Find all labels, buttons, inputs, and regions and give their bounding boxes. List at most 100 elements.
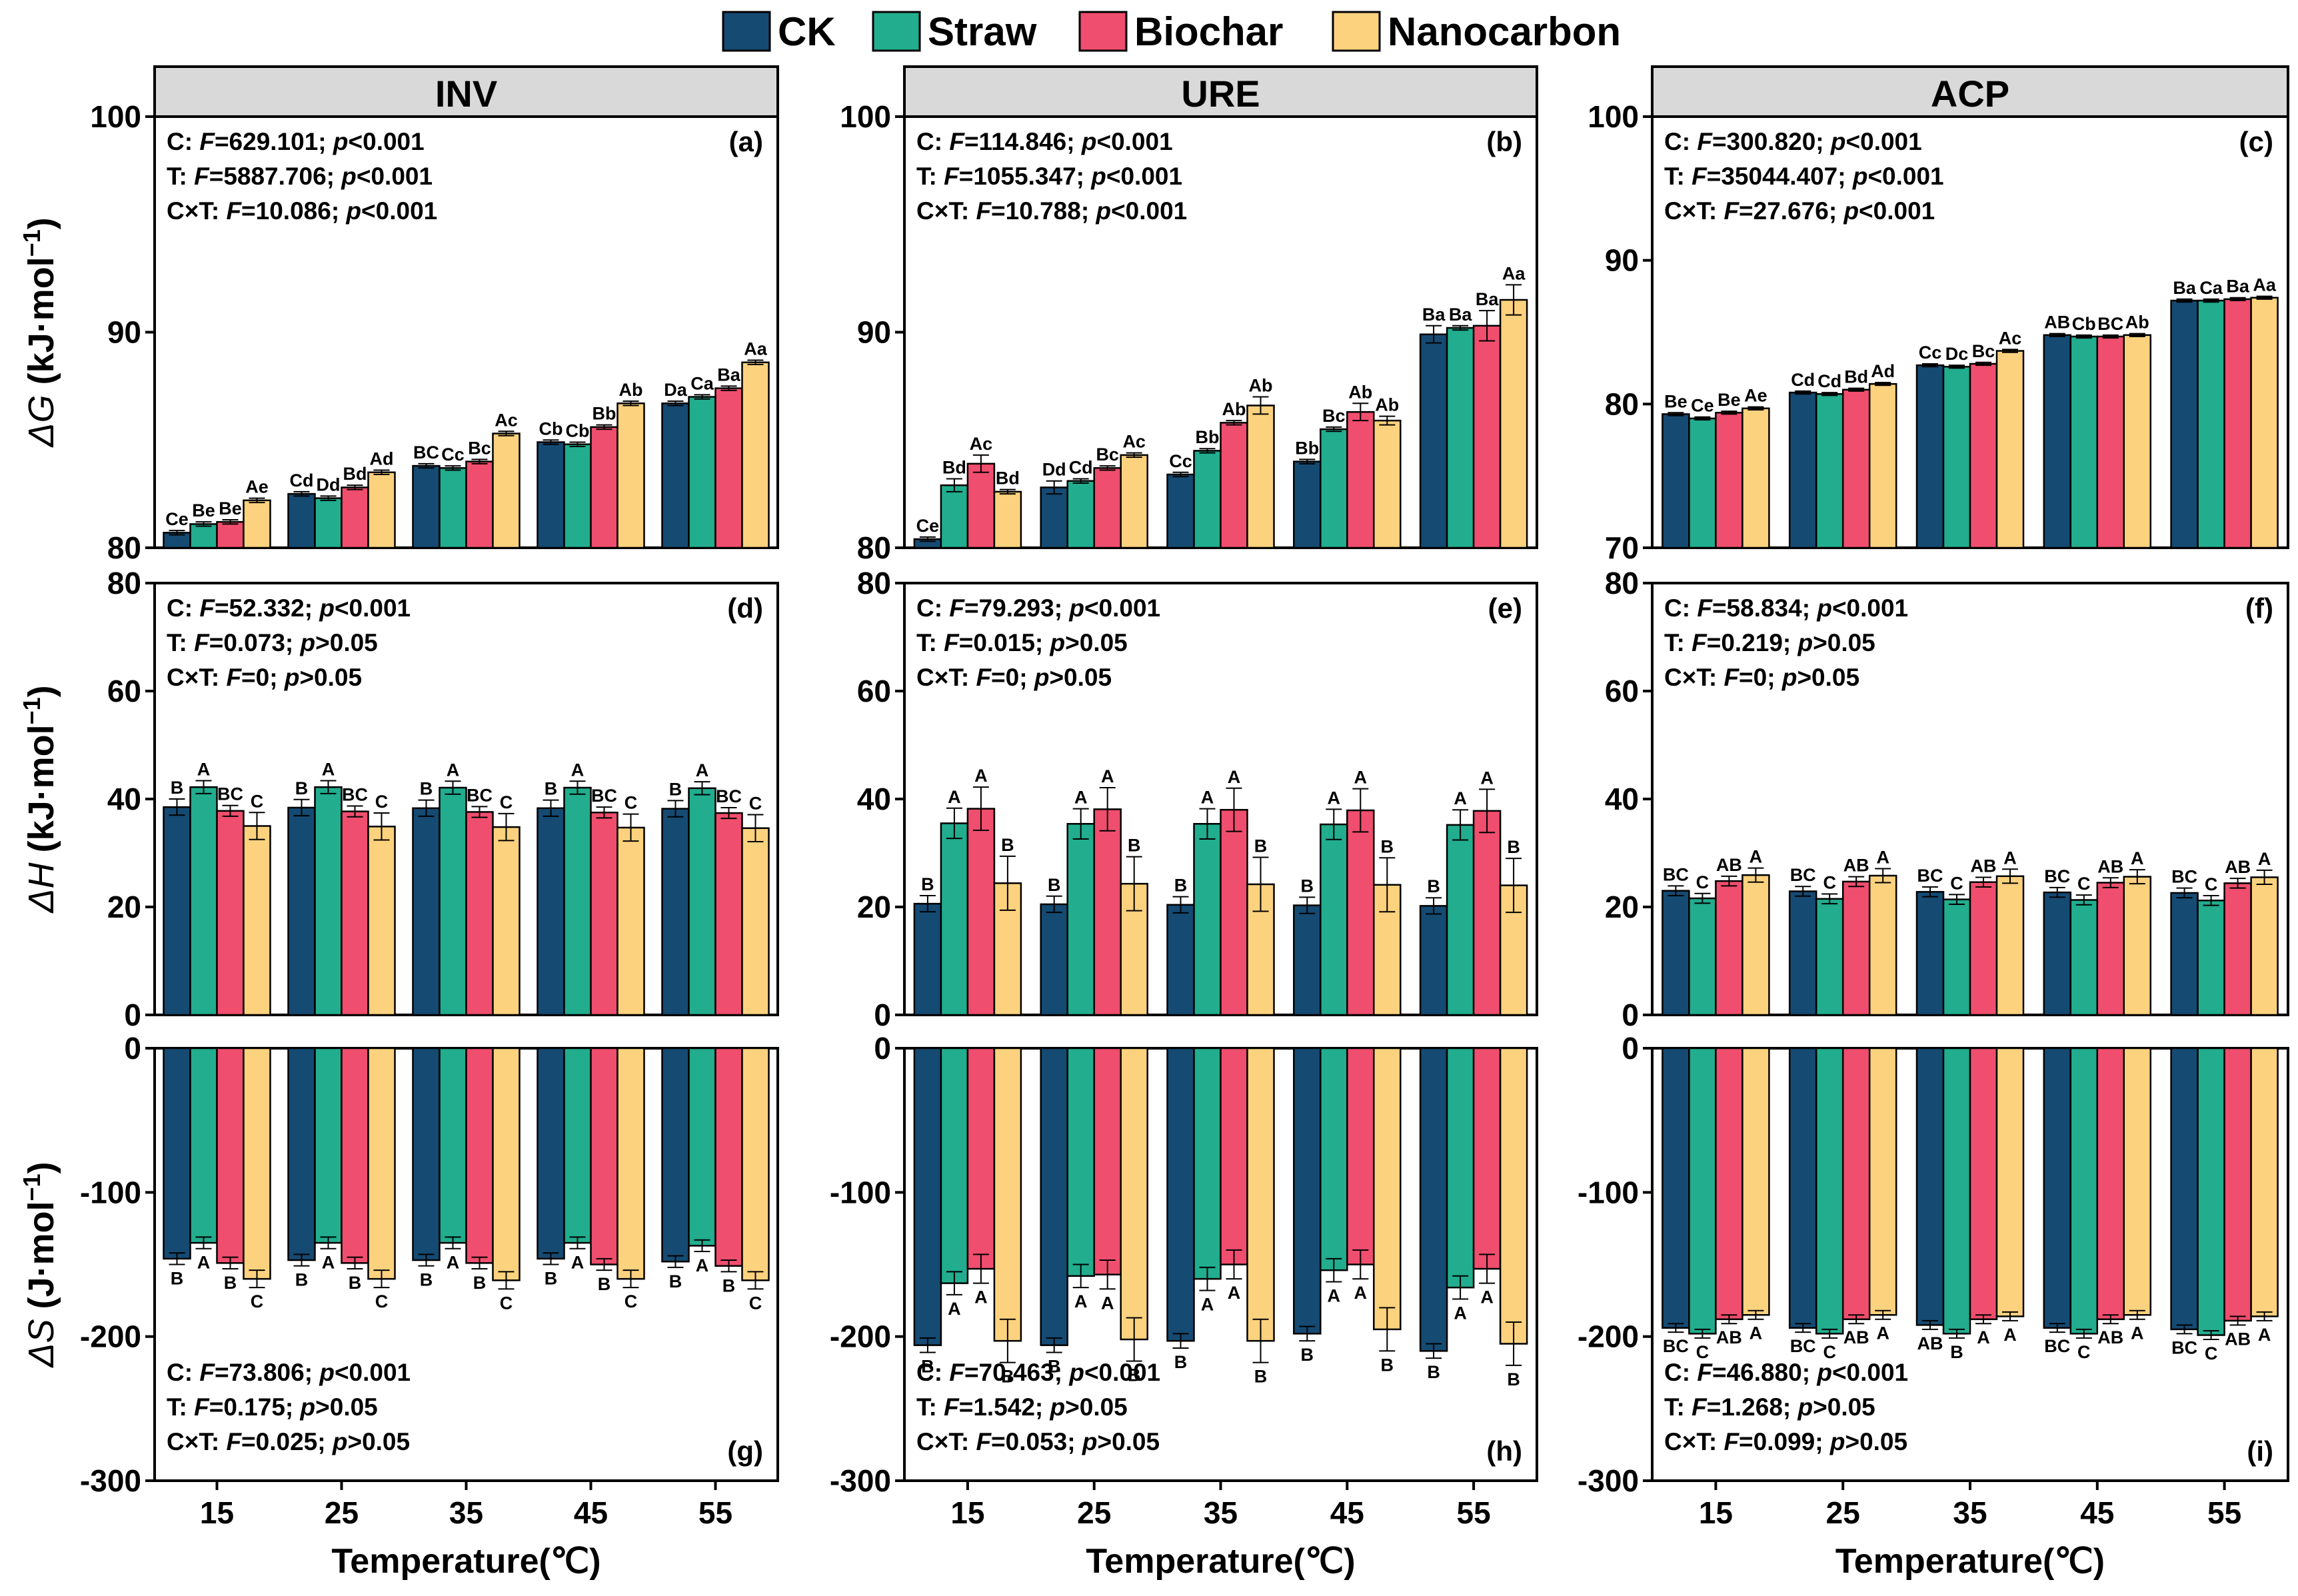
- y-tick-label: 80: [857, 566, 891, 600]
- bar-biochar: [966, 462, 996, 549]
- bar-nanocarbon: [1741, 874, 1770, 1016]
- significance-label: Ba: [717, 365, 740, 385]
- bar-nanocarbon: [993, 490, 1022, 549]
- bar-biochar: [714, 387, 743, 549]
- significance-label: Ae: [245, 477, 269, 497]
- significance-label: Bd: [996, 468, 1020, 488]
- anova-stat: T: F=0.015; p>0.05: [916, 629, 1128, 656]
- bar-ck: [412, 807, 441, 1016]
- panel-label: (c): [2239, 126, 2273, 157]
- x-tick-label: 25: [1826, 1495, 1860, 1530]
- significance-label: A: [974, 766, 988, 786]
- bar-nanocarbon: [1120, 1047, 1148, 1341]
- bar-ck: [1293, 1047, 1322, 1335]
- significance-label: B: [1381, 836, 1394, 856]
- significance-label: A: [1201, 1294, 1214, 1314]
- bar-biochar: [1841, 1047, 1871, 1320]
- significance-label: Ba: [1449, 305, 1472, 325]
- bar-nanocarbon: [367, 471, 396, 549]
- significance-label: A: [1101, 1293, 1114, 1313]
- y-axis-label-dS: ΔS (J·mol−1): [18, 1162, 61, 1368]
- bar-straw: [439, 467, 467, 549]
- anova-stat: T: F=0.073; p>0.05: [167, 629, 378, 656]
- bar-ck: [1166, 473, 1195, 549]
- x-tick-label: 35: [449, 1495, 483, 1530]
- bar-straw: [2197, 1047, 2225, 1336]
- y-tick-label: 80: [1605, 387, 1639, 421]
- bar-straw: [940, 484, 969, 549]
- bar-ck: [1915, 891, 1945, 1016]
- x-axis-label: Temperature(℃): [1835, 1542, 2105, 1581]
- y-tick-label: -200: [830, 1319, 891, 1354]
- significance-label: B: [545, 1269, 558, 1289]
- panel-label: (f): [2245, 592, 2273, 624]
- bar-straw: [314, 1047, 343, 1244]
- significance-label: A: [2258, 849, 2271, 869]
- bar-ck: [1662, 1047, 1690, 1329]
- significance-label: A: [2003, 848, 2017, 868]
- bar-ck: [1293, 460, 1322, 549]
- significance-label: A: [1749, 847, 1763, 867]
- anova-stat: C: F=79.293; p<0.001: [916, 594, 1160, 622]
- significance-label: B: [545, 779, 558, 799]
- significance-label: Ba: [1422, 305, 1446, 325]
- significance-label: Cc: [1169, 451, 1192, 471]
- bar-biochar: [341, 486, 369, 549]
- significance-label: Be: [1718, 390, 1741, 410]
- significance-label: A: [1480, 1287, 1494, 1307]
- significance-label: B: [1001, 835, 1014, 855]
- bar-biochar: [590, 812, 618, 1016]
- bar-ck: [1419, 1047, 1448, 1352]
- bar-biochar: [1969, 363, 1998, 549]
- bar-biochar: [1346, 1047, 1375, 1265]
- significance-label: Ab: [1348, 382, 1372, 402]
- significance-label: A: [1228, 1283, 1241, 1303]
- significance-label: C: [500, 792, 513, 812]
- bar-biochar: [1715, 880, 1743, 1016]
- significance-label: C: [375, 792, 389, 812]
- significance-label: Bb: [1196, 427, 1220, 447]
- bar-nanocarbon: [243, 825, 271, 1016]
- significance-label: A: [197, 759, 211, 779]
- significance-label: AB: [1716, 1327, 1742, 1347]
- y-axis-label-dG: ΔG (kJ·mol−1): [18, 217, 61, 448]
- bar-biochar: [714, 1047, 743, 1267]
- significance-label: Ce: [916, 516, 940, 536]
- anova-stat: T: F=0.219; p>0.05: [1664, 629, 1875, 656]
- bar-straw: [1320, 1047, 1348, 1271]
- column-header-label: ACP: [1931, 73, 2009, 115]
- significance-label: C: [375, 1291, 389, 1311]
- significance-label: A: [1074, 788, 1088, 808]
- significance-label: B: [224, 1273, 237, 1293]
- x-tick-label: 15: [200, 1495, 234, 1530]
- bar-nanocarbon: [2250, 876, 2279, 1016]
- significance-label: Cb: [539, 418, 563, 438]
- significance-label: B: [1174, 876, 1188, 896]
- significance-label: C: [251, 791, 264, 811]
- bar-ck: [412, 464, 441, 549]
- significance-label: Cb: [2072, 314, 2096, 334]
- significance-label: Ac: [495, 410, 518, 430]
- bar-straw: [1446, 1047, 1475, 1289]
- significance-label: B: [722, 1275, 736, 1295]
- significance-label: B: [171, 1269, 184, 1289]
- bar-biochar: [1093, 1047, 1122, 1275]
- significance-label: AB: [2225, 1329, 2251, 1349]
- anova-stat: C: F=58.834; p<0.001: [1664, 594, 1908, 622]
- y-tick-label: 0: [124, 1031, 141, 1066]
- y-axis-label-dH: ΔH (kJ·mol−1): [18, 685, 61, 914]
- column-header-inv: [153, 65, 779, 118]
- legend-swatch-straw: [872, 11, 921, 52]
- x-tick-label: 35: [1953, 1495, 1987, 1530]
- significance-label: C: [624, 1291, 638, 1311]
- bar-straw: [2197, 299, 2225, 549]
- significance-label: Ca: [2199, 278, 2223, 298]
- y-tick-label: -300: [80, 1463, 141, 1498]
- y-tick-label: -300: [830, 1463, 891, 1498]
- bar-biochar: [465, 1047, 494, 1264]
- y-tick-label: 0: [874, 998, 891, 1032]
- bar-straw: [1320, 428, 1348, 549]
- significance-label: Ab: [1222, 399, 1246, 419]
- bar-biochar: [1220, 422, 1248, 549]
